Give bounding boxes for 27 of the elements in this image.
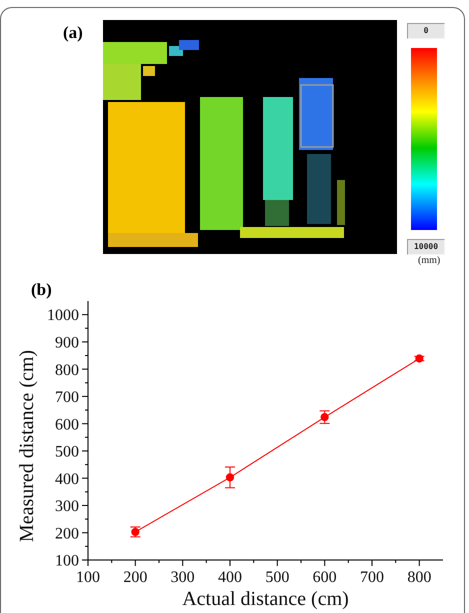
y-tick-label: 600	[55, 416, 79, 434]
y-tick-label: 300	[55, 498, 79, 516]
x-tick-label: 400	[218, 568, 242, 586]
text: (mm)	[418, 255, 440, 267]
x-tick-label: 700	[360, 568, 384, 586]
x-tick-label: 100	[76, 568, 100, 586]
y-tick-label: 200	[55, 525, 79, 542]
y-tick-label: 800	[55, 362, 79, 379]
x-tick-label: 500	[265, 568, 290, 586]
readout-field: 0	[407, 23, 445, 39]
y-tick-label: 500	[55, 444, 79, 461]
readout-field: 10000	[407, 239, 445, 255]
point	[320, 413, 329, 422]
y-tick-label: 900	[55, 334, 79, 352]
x-tick-label: 600	[312, 568, 337, 586]
x-tick-label: 800	[407, 568, 432, 586]
x-tick-label: 300	[170, 568, 195, 586]
chart-title: (b)	[31, 280, 52, 300]
y-tick-label: 1000	[47, 307, 79, 324]
x-axis-title: Actual distance (cm)	[181, 588, 350, 610]
y-axis-title: Measured distance (cm)	[16, 350, 38, 542]
x-tick-label: 200	[123, 568, 148, 586]
point	[226, 473, 234, 482]
y-tick-label: 100	[55, 552, 79, 570]
y-tick-label: 700	[55, 389, 79, 406]
text: (a)	[63, 23, 83, 43]
y-tick-label: 400	[55, 470, 79, 488]
